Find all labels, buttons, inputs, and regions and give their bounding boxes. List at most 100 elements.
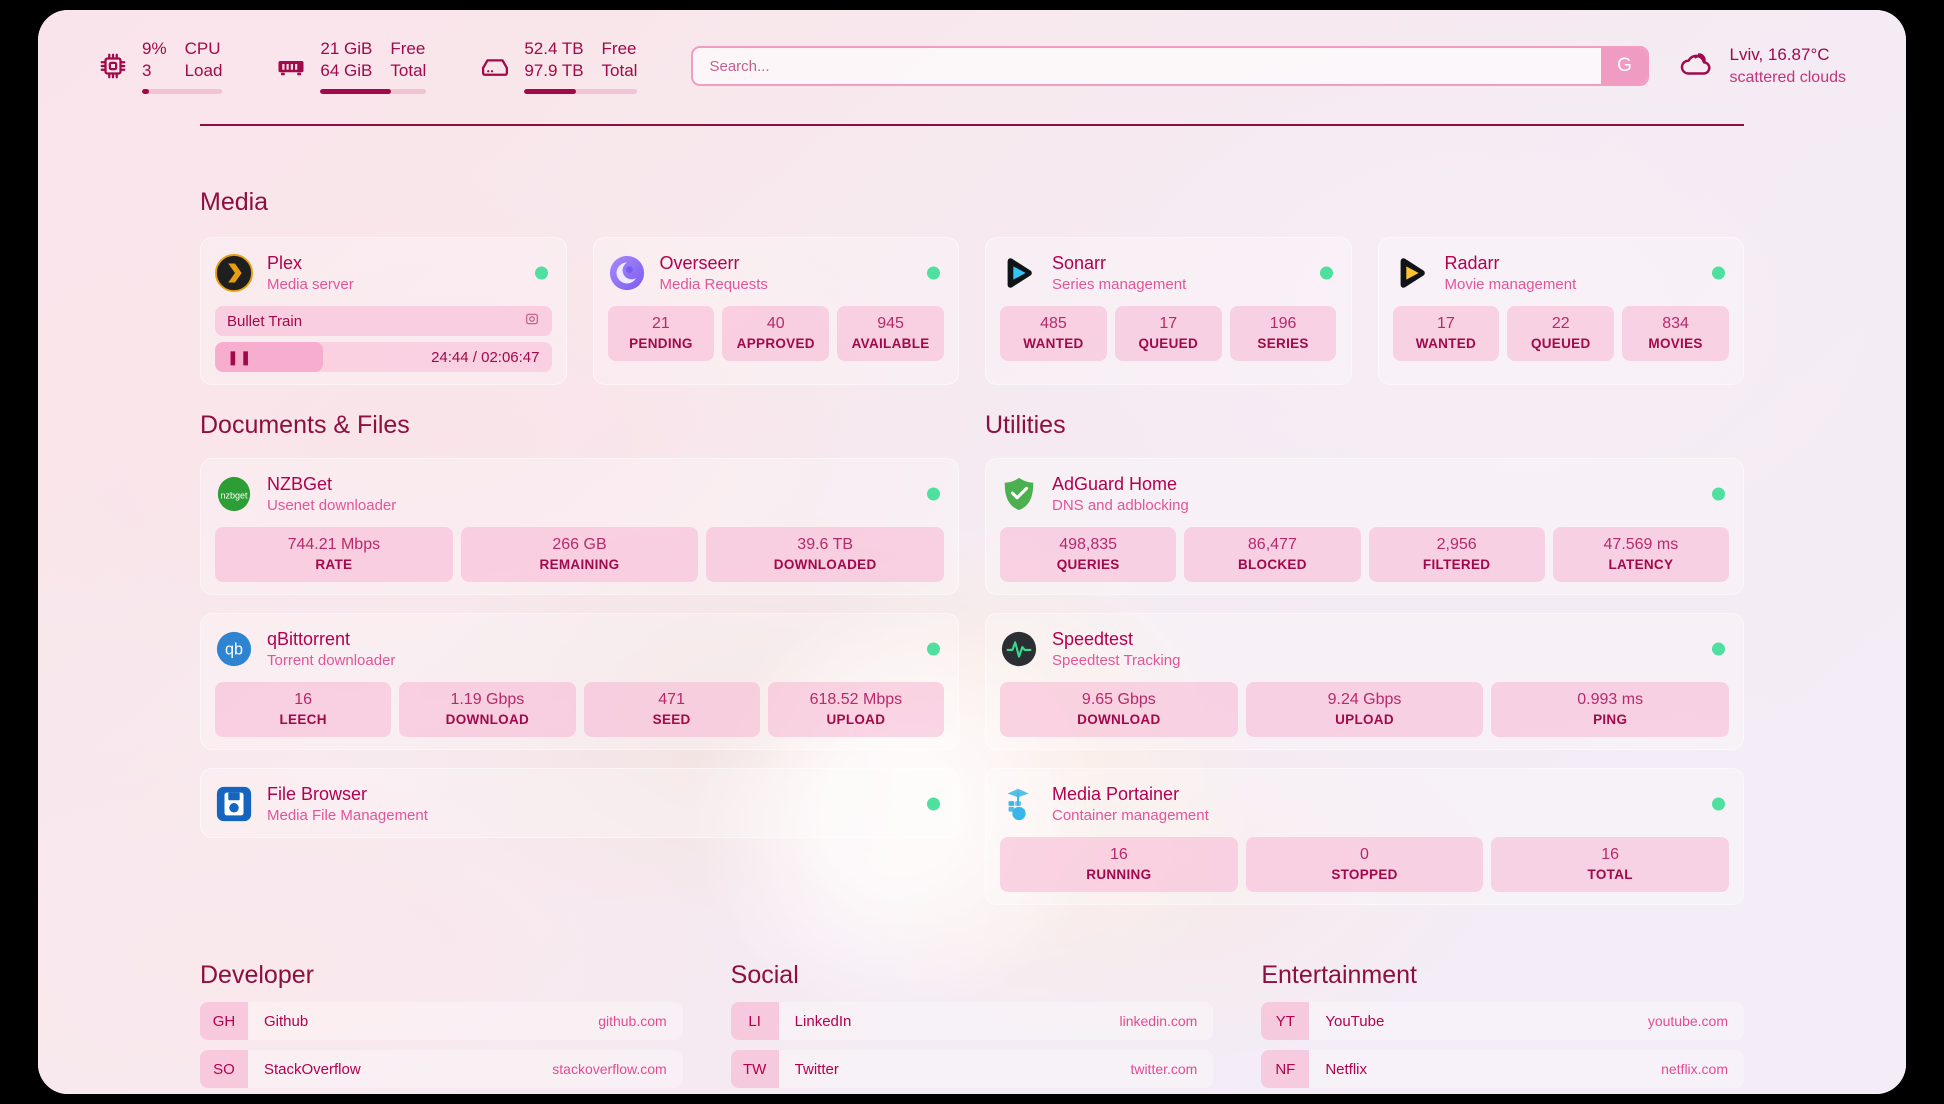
svg-text:qb: qb bbox=[225, 641, 243, 659]
stat-tile[interactable]: 21 PENDING bbox=[607, 306, 715, 362]
system-stat-memory: 21 GiB 64 GiB Free Total bbox=[276, 38, 427, 95]
bookmark-link[interactable]: LI LinkedIn linkedin.com bbox=[730, 1002, 1214, 1041]
stat-tile[interactable]: 17 WANTED bbox=[1392, 306, 1500, 362]
stat-label: APPROVED bbox=[736, 335, 815, 351]
columns-wrapper: Documents & Files nzbget NZBGet Usenet d… bbox=[200, 411, 1744, 906]
stat-tile[interactable]: 2,956 FILTERED bbox=[1368, 527, 1545, 583]
service-card[interactable]: Media Portainer Container management 16 … bbox=[985, 768, 1744, 906]
stat-label: DOWNLOADED bbox=[773, 556, 877, 572]
system-usage-bar-fill bbox=[320, 89, 392, 95]
bookmark-name: Netflix bbox=[1325, 1060, 1368, 1078]
bookmark-name: Twitter bbox=[794, 1060, 839, 1078]
stat-label: RATE bbox=[315, 556, 353, 572]
cast-icon[interactable] bbox=[524, 311, 540, 331]
stat-label: BLOCKED bbox=[1237, 556, 1307, 572]
service-card[interactable]: AdGuard Home DNS and adblocking 498,835 … bbox=[985, 458, 1744, 596]
stat-tile[interactable]: 485 WANTED bbox=[1000, 306, 1107, 362]
stat-tile[interactable]: 471 SEED bbox=[583, 682, 760, 738]
stat-tile[interactable]: 498,835 QUERIES bbox=[1000, 527, 1177, 583]
system-widgets: 9% 3 CPU Load 21 GiB bbox=[98, 38, 665, 95]
bookmark-url: twitter.com bbox=[1130, 1061, 1198, 1078]
service-card[interactable]: Sonarr Series management 485 WANTED 17 Q… bbox=[985, 237, 1352, 385]
search-submit-button[interactable]: G bbox=[1601, 48, 1648, 84]
search-bar[interactable]: G bbox=[691, 46, 1650, 86]
stat-tile[interactable]: 16 LEECH bbox=[215, 682, 392, 738]
bookmark-link[interactable]: SO StackOverflow stackoverflow.com bbox=[200, 1050, 683, 1089]
stat-tile[interactable]: 86,477 BLOCKED bbox=[1184, 527, 1361, 583]
stat-row: 9.65 Gbps DOWNLOAD 9.24 Gbps UPLOAD 0.99… bbox=[1000, 682, 1730, 738]
service-card[interactable]: File Browser Media File Management bbox=[200, 768, 959, 839]
stat-row: 16 LEECH 1.19 Gbps DOWNLOAD 471 SEED 618… bbox=[215, 682, 944, 738]
status-indicator-online bbox=[927, 487, 940, 501]
stat-tile[interactable]: 9.24 Gbps UPLOAD bbox=[1245, 682, 1484, 738]
stat-row: 16 RUNNING 0 STOPPED 16 TOTAL bbox=[1000, 837, 1730, 893]
bookmark-url: youtube.com bbox=[1647, 1013, 1729, 1030]
stat-tile[interactable]: 16 TOTAL bbox=[1491, 837, 1730, 893]
app-name: File Browser bbox=[267, 784, 368, 805]
card-header: qb qBittorrent Torrent downloader bbox=[215, 628, 944, 670]
stat-tile[interactable]: 47.569 ms LATENCY bbox=[1552, 527, 1729, 583]
section-title-media: Media bbox=[200, 188, 269, 216]
stat-value: 744.21 Mbps bbox=[287, 536, 381, 553]
memory-icon bbox=[276, 51, 306, 81]
stat-tile[interactable]: 0.993 ms PING bbox=[1491, 682, 1730, 738]
bookmark-link[interactable]: TW Twitter twitter.com bbox=[730, 1050, 1214, 1089]
app-subtitle: DNS and adblocking bbox=[1052, 496, 1189, 514]
stat-value: 9.65 Gbps bbox=[1081, 691, 1156, 709]
service-card[interactable]: Speedtest Speedtest Tracking 9.65 Gbps D… bbox=[985, 613, 1744, 751]
stat-tile[interactable]: 834 MOVIES bbox=[1622, 306, 1729, 362]
service-card[interactable]: qb qBittorrent Torrent downloader 16 LEE… bbox=[200, 613, 959, 751]
bookmark-link[interactable]: GH Github github.com bbox=[200, 1002, 683, 1041]
system-label-bottom: Total bbox=[601, 61, 638, 80]
stat-label: UPLOAD bbox=[1335, 711, 1394, 727]
stat-tile[interactable]: 945 AVAILABLE bbox=[837, 306, 944, 362]
system-value-bottom: 3 bbox=[142, 61, 152, 80]
bookmark-url: netflix.com bbox=[1661, 1061, 1729, 1078]
pause-icon[interactable]: ❚❚ bbox=[227, 348, 253, 365]
stat-label: QUEUED bbox=[1530, 335, 1591, 351]
service-card[interactable]: Overseerr Media Requests 21 PENDING 40 A… bbox=[592, 237, 959, 385]
stat-label: SEED bbox=[652, 711, 691, 727]
progress-fill bbox=[215, 342, 323, 372]
stat-tile[interactable]: 16 RUNNING bbox=[1000, 837, 1238, 893]
stat-tile[interactable]: 744.21 Mbps RATE bbox=[215, 527, 453, 583]
stat-tile[interactable]: 40 APPROVED bbox=[722, 306, 830, 362]
stat-tile[interactable]: 266 GB REMAINING bbox=[460, 527, 699, 583]
bookmark-url: github.com bbox=[598, 1013, 667, 1030]
bookmark-abbr: TW bbox=[730, 1050, 779, 1089]
app-subtitle: Media File Management bbox=[267, 806, 428, 824]
stat-label: LEECH bbox=[279, 711, 327, 727]
stat-tile[interactable]: 196 SERIES bbox=[1229, 306, 1337, 362]
card-header: Plex Media server bbox=[215, 252, 552, 294]
file-browser-icon bbox=[215, 785, 253, 823]
stat-value: 21 bbox=[652, 315, 670, 332]
stat-tile[interactable]: 1.19 Gbps DOWNLOAD bbox=[399, 682, 576, 738]
card-header: Overseerr Media Requests bbox=[608, 252, 945, 294]
bookmark-group-title: Entertainment bbox=[1261, 961, 1417, 990]
stat-tile[interactable]: 618.52 Mbps UPLOAD bbox=[767, 682, 944, 738]
service-card[interactable]: nzbget NZBGet Usenet downloader 744.21 M… bbox=[200, 458, 959, 596]
bookmark-group-title: Developer bbox=[200, 961, 314, 990]
bookmark-link[interactable]: NF Netflix netflix.com bbox=[1261, 1050, 1745, 1089]
search-input[interactable] bbox=[693, 48, 1602, 84]
stat-tile[interactable]: 22 QUEUED bbox=[1507, 306, 1615, 362]
media-card-row: Plex Media server Bullet Train ❚❚ 24:44 … bbox=[200, 237, 1744, 385]
stat-tile[interactable]: 39.6 TB DOWNLOADED bbox=[706, 527, 945, 583]
service-card[interactable]: Radarr Movie management 17 WANTED 22 QUE… bbox=[1377, 237, 1744, 385]
stat-tile[interactable]: 9.65 Gbps DOWNLOAD bbox=[1000, 682, 1238, 738]
app-subtitle: Series management bbox=[1052, 275, 1187, 293]
stat-value: 0 bbox=[1360, 846, 1369, 864]
stat-tile[interactable]: 17 QUEUED bbox=[1114, 306, 1222, 362]
sonarr-icon bbox=[1000, 254, 1038, 292]
stat-label: FILTERED bbox=[1422, 556, 1491, 572]
bookmark-link[interactable]: YT YouTube youtube.com bbox=[1261, 1002, 1745, 1041]
status-indicator-online bbox=[1712, 797, 1725, 811]
service-card[interactable]: Plex Media server Bullet Train ❚❚ 24:44 … bbox=[200, 237, 567, 385]
card-header: nzbget NZBGet Usenet downloader bbox=[215, 473, 944, 515]
now-playing-progress-bar[interactable]: ❚❚ 24:44 / 02:06:47 bbox=[215, 342, 552, 372]
stat-value: 2,956 bbox=[1436, 536, 1477, 553]
stat-tile[interactable]: 0 STOPPED bbox=[1245, 837, 1484, 893]
bookmark-group-title: Social bbox=[730, 961, 799, 990]
bookmark-abbr: YT bbox=[1261, 1002, 1310, 1041]
status-indicator-online bbox=[1712, 487, 1725, 501]
